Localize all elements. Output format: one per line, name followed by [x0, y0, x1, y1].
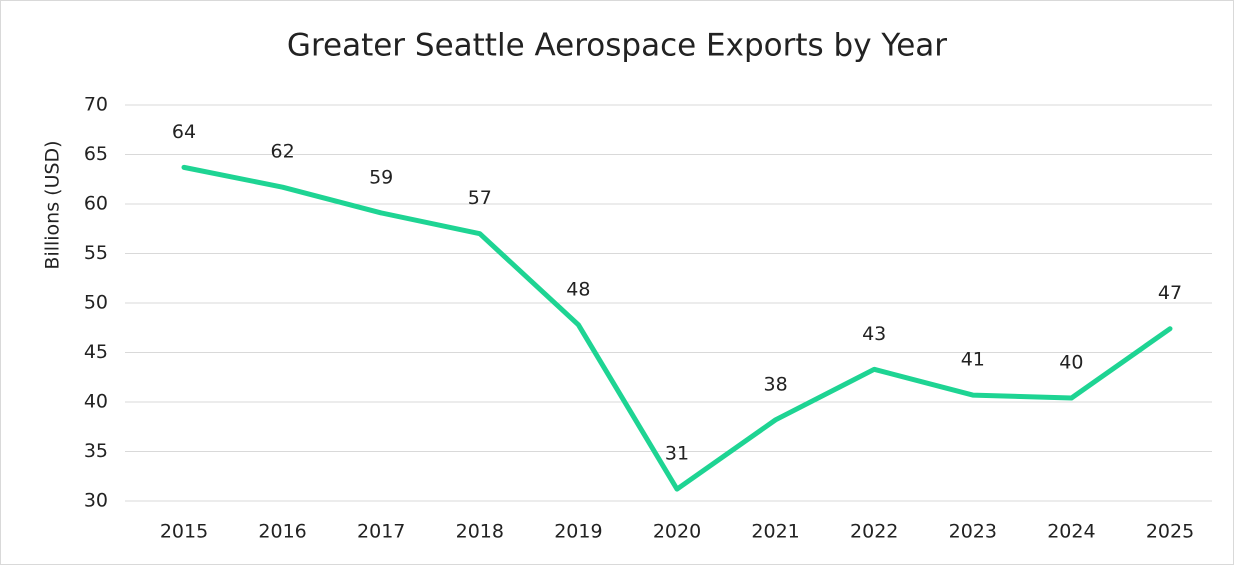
data-line [181, 164, 1173, 492]
data-label: 38 [764, 373, 788, 395]
data-label: 57 [468, 187, 492, 209]
x-tick-label: 2023 [949, 521, 997, 543]
x-tick-label: 2024 [1047, 521, 1095, 543]
y-tick-label: 40 [84, 391, 108, 413]
y-tick-label: 45 [84, 341, 108, 363]
data-label: 64 [172, 121, 196, 143]
data-label: 41 [961, 349, 985, 371]
y-tick-label: 30 [84, 490, 108, 512]
chart-title: Greater Seattle Aerospace Exports by Yea… [287, 28, 947, 64]
x-tick-label: 2021 [751, 521, 799, 543]
y-tick-label: 55 [84, 242, 108, 264]
y-tick-label: 70 [84, 94, 108, 116]
x-tick-label: 2022 [850, 521, 898, 543]
x-tick-label: 2019 [554, 521, 602, 543]
y-tick-label: 35 [84, 440, 108, 462]
x-tick-label: 2017 [357, 521, 405, 543]
x-tick-label: 2016 [258, 521, 306, 543]
data-label: 31 [665, 443, 689, 465]
x-tick-label: 2018 [456, 521, 504, 543]
y-tick-label: 50 [84, 292, 108, 314]
data-label: 62 [271, 141, 295, 163]
data-label: 59 [369, 166, 393, 188]
data-label: 40 [1059, 352, 1083, 374]
y-axis-label: Billions (USD) [42, 140, 64, 269]
data-label: 47 [1158, 282, 1182, 304]
y-tick-label: 65 [84, 143, 108, 165]
x-tick-label: 2025 [1146, 521, 1194, 543]
data-label: 48 [566, 278, 590, 300]
x-tick-label: 2020 [653, 521, 701, 543]
data-label: 43 [862, 323, 886, 345]
x-tick-label: 2015 [160, 521, 208, 543]
y-tick-label: 60 [84, 193, 108, 215]
